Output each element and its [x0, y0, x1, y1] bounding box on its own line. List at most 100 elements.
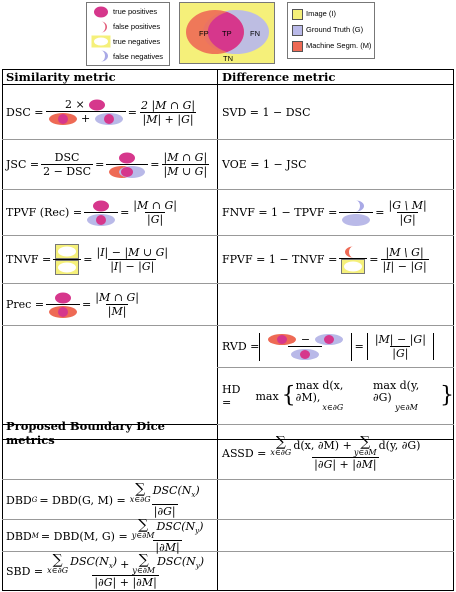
image-swatch — [292, 9, 303, 20]
sum-sub-y: y∈∂M — [353, 448, 377, 457]
header-boundary: Proposed Boundary Dice metrics — [6, 418, 165, 447]
sub-x: x — [191, 491, 196, 500]
tpvf-cell: TPVF (Rec) = = |M ∩ G| |G| — [2, 190, 217, 235]
eq: = — [120, 206, 130, 219]
sbd-formula: ∑ x∈∂G DSC(Nx) + ∑ y∈∂M DSC(Ny) |∂G| + |∂M… — [47, 552, 205, 589]
sub-m: M — [31, 532, 39, 540]
g-minus-m: |G \ M| — [388, 199, 427, 212]
jsc-formula: |M ∩ G| |M ∪ G| — [161, 151, 210, 178]
sum-sub-y: y∈∂M — [131, 531, 155, 540]
dbdg-label: DBD — [6, 493, 32, 507]
tp-swatch — [94, 6, 108, 18]
dbdm-formula: ∑ y∈∂M DSC(Ny) |∂M| — [131, 517, 204, 554]
sbd-den: |∂G| + |∂M| — [92, 575, 159, 589]
rvd-num: |M| − |G| — [374, 333, 426, 346]
two: 2 — [140, 98, 148, 112]
rvd-cell: RVD = − = |M| − |G| |G| — [218, 326, 454, 367]
venn-tp: TP — [222, 29, 232, 38]
plus: + — [81, 112, 91, 125]
legend-tn: true negatives — [113, 37, 161, 46]
dbdg-formula: ∑ x∈∂G DSC(Nx) |∂G| — [129, 481, 200, 518]
tnvf-label: TNVF = — [6, 253, 52, 266]
tn-icon — [55, 244, 80, 259]
fn-icon — [356, 200, 365, 211]
eq: = — [83, 253, 93, 266]
jsc-frac-1: DSC 2 − DSC — [41, 151, 94, 178]
header-difference: Difference metric — [222, 70, 336, 84]
hd-sub-b: y∈∂M — [395, 403, 418, 412]
dg: |∂G| — [151, 504, 178, 518]
dsc-nx: DSC(N — [152, 483, 192, 497]
ms-icon — [48, 113, 77, 125]
tnvf-visual-frac — [53, 244, 82, 275]
mg-or: |M ∪ G| — [161, 164, 210, 178]
fnvf-visual-frac — [339, 199, 374, 227]
dsc-label: DSC = — [6, 105, 44, 119]
fpvf-label: FPVF = 1 − TNVF = — [222, 253, 338, 266]
fpvf-cell: FPVF = 1 − TNVF = = |M \ G| |I| − |G| — [218, 236, 454, 283]
dsc-ny: DSC(N — [156, 519, 196, 533]
gt-icon — [314, 334, 343, 345]
tpvf-visual-frac — [84, 199, 119, 227]
i-minus-g: |I| − |G| — [108, 259, 157, 273]
gt-icon — [291, 348, 320, 360]
eq: = — [82, 298, 92, 311]
two-minus-dsc: 2 − DSC — [41, 164, 94, 178]
tn-swatch — [91, 35, 111, 48]
legend-categories: true positives false positives true nega… — [86, 2, 170, 66]
sum-sub-x: x∈∂G — [270, 448, 292, 457]
two-times: 2 × — [65, 98, 85, 111]
g-abs: |G| — [390, 346, 411, 360]
jsc-label: JSC = — [6, 158, 40, 171]
sub-x: x — [108, 562, 113, 571]
hd-sub-a: x∈∂G — [322, 403, 344, 412]
dsc-visual-frac: 2 × + — [45, 98, 126, 126]
ms-icon — [49, 305, 78, 318]
fp-swatch — [95, 21, 107, 33]
tp-icon — [55, 292, 72, 303]
sum-sub-x: x∈∂G — [129, 495, 151, 504]
plus: + — [120, 557, 130, 571]
legend-tp: true positives — [113, 7, 158, 16]
sum-sub-y: y∈∂M — [132, 566, 156, 575]
venn-fn: FN — [250, 29, 260, 38]
prec-formula: |M ∩ G| |M| — [93, 291, 141, 318]
i-minus-mug: |I| − |M ∪ G| — [96, 246, 169, 259]
ms-icon — [268, 334, 297, 345]
union-icon — [109, 165, 146, 178]
dsc-nx: DSC(N — [70, 554, 109, 568]
g-abs: |G| — [145, 212, 166, 226]
jsc-visual-frac — [106, 151, 149, 179]
svd-cell: SVD = 1 − DSC — [222, 105, 311, 119]
voe-cell: VOE = 1 − JSC — [222, 158, 307, 171]
tp-icon — [89, 99, 106, 111]
tnvf-formula: |I| − |M ∪ G| |I| − |G| — [94, 246, 170, 273]
venn-svg: FP TP FN TN — [179, 2, 275, 64]
sbd-label: SBD = — [6, 564, 44, 578]
hd-a: max d(x, ∂M), — [295, 379, 344, 404]
sub-g: G — [31, 496, 38, 504]
prec-visual-frac — [46, 291, 81, 319]
assd-b: d(y, ∂G) — [378, 439, 421, 452]
gt-icon — [342, 213, 371, 226]
venn-diagram: FP TP FN TN — [179, 2, 275, 64]
assd-den: |∂G| + |∂M| — [312, 457, 379, 471]
dsc-formula: 2 |M ∩ G| |M| + |G| — [139, 99, 197, 126]
legend-image: Image (I) — [306, 9, 337, 18]
mg-and: |M ∩ G| — [163, 151, 208, 164]
sub-y: y — [195, 527, 200, 536]
dm: |∂M| — [153, 540, 182, 554]
venn-tn: TN — [223, 54, 233, 63]
dsc-ny: DSC(N — [157, 554, 196, 568]
sum-sub-x: x∈∂G — [47, 566, 69, 575]
eq: = — [369, 253, 379, 266]
dbdm-label: DBD — [6, 529, 32, 543]
dbdg-cell: DBD G = DBD(G, M) = ∑ x∈∂G DSC(Nx) |∂G| — [2, 480, 217, 520]
fnvf-formula: |G \ M| |G| — [387, 199, 429, 226]
g-abs: |G| — [397, 212, 418, 226]
eq: = — [354, 340, 364, 353]
tnvf-cell: TNVF = = |I| − |M ∪ G| |I| − |G| — [2, 236, 217, 283]
rvd-label: RVD = — [222, 340, 260, 353]
m-minus-g: |M \ G| — [385, 246, 424, 259]
eq: = — [127, 105, 137, 119]
